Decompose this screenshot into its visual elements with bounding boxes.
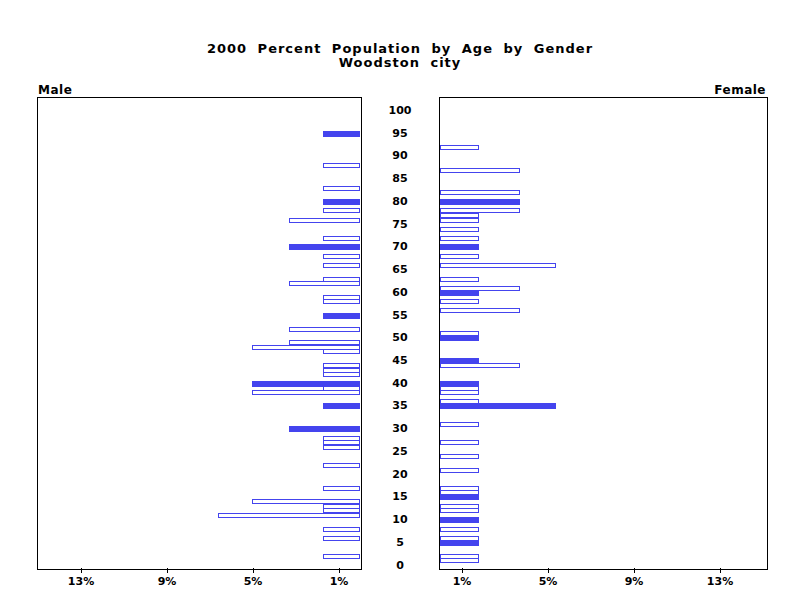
age-tick-label-55: 55: [360, 310, 440, 322]
male-xtick-5-label: 5%: [233, 575, 273, 588]
male-bar-age-11: [218, 513, 360, 518]
female-bar-age-63: [440, 277, 479, 282]
age-tick-label-0: 0: [360, 560, 440, 572]
male-bar-age-58: [323, 299, 360, 304]
male-bar-age-52: [289, 327, 360, 332]
female-bar-age-44: [440, 363, 520, 368]
female-bar-age-50: [440, 335, 479, 341]
age-tick-label-65: 65: [360, 264, 440, 276]
male-xtick-9-mark: [167, 568, 168, 573]
male-bar-age-83: [323, 186, 360, 191]
male-bar-age-66: [323, 263, 360, 268]
age-tick-label-95: 95: [360, 128, 440, 140]
male-bar-age-78: [323, 208, 360, 213]
male-bar-age-8: [323, 527, 360, 532]
male-bar-age-95: [323, 131, 360, 137]
male-bar-age-88: [323, 163, 360, 168]
female-bar-age-31: [440, 422, 479, 427]
female-xtick-13-label: 13%: [700, 575, 740, 588]
female-xtick-13-mark: [720, 568, 721, 573]
male-bar-age-26: [323, 445, 360, 450]
male-xtick-5-mark: [253, 568, 254, 573]
age-tick-label-30: 30: [360, 423, 440, 435]
female-bar-age-70: [440, 244, 479, 250]
male-bar-age-6: [323, 536, 360, 541]
female-bar-age-60: [440, 290, 479, 296]
male-xtick-1-label: 1%: [319, 575, 359, 588]
male-bar-age-2: [323, 554, 360, 559]
female-bar-age-92: [440, 145, 479, 150]
age-tick-label-80: 80: [360, 196, 440, 208]
male-panel-label: Male: [38, 83, 72, 97]
male-bar-age-68: [323, 254, 360, 259]
age-tick-label-50: 50: [360, 332, 440, 344]
female-bar-age-76: [440, 218, 479, 223]
female-panel-label: Female: [714, 83, 766, 97]
age-tick-label-35: 35: [360, 400, 440, 412]
female-bar-age-82: [440, 190, 520, 195]
female-xtick-1-label: 1%: [442, 575, 482, 588]
age-tick-label-5: 5: [360, 537, 440, 549]
age-tick-label-15: 15: [360, 491, 440, 503]
male-bar-age-22: [323, 463, 360, 468]
female-bar-age-68: [440, 254, 479, 259]
male-bar-age-80: [323, 199, 360, 205]
male-xtick-9-label: 9%: [147, 575, 187, 588]
female-xtick-9-mark: [634, 568, 635, 573]
male-bar-age-76: [289, 218, 360, 223]
age-tick-label-70: 70: [360, 241, 440, 253]
female-xtick-9-label: 9%: [614, 575, 654, 588]
age-tick-label-10: 10: [360, 514, 440, 526]
female-bar-age-56: [440, 308, 520, 313]
male-bar-age-47: [323, 349, 360, 354]
female-bar-age-10: [440, 517, 479, 523]
male-xtick-13-label: 13%: [61, 575, 101, 588]
female-bar-age-87: [440, 168, 520, 173]
age-tick-label-20: 20: [360, 469, 440, 481]
age-tick-label-40: 40: [360, 378, 440, 390]
age-tick-label-60: 60: [360, 287, 440, 299]
female-bar-age-58: [440, 299, 479, 304]
female-bar-age-35: [440, 403, 556, 409]
female-bar-age-5: [440, 540, 479, 546]
male-xtick-13-mark: [81, 568, 82, 573]
chart-subtitle: Woodston city: [0, 55, 800, 70]
male-bar-age-38: [252, 390, 360, 395]
female-xtick-5-label: 5%: [528, 575, 568, 588]
female-bar-age-72: [440, 236, 479, 241]
female-bar-age-15: [440, 494, 479, 500]
male-bar-age-70: [289, 244, 360, 250]
female-bar-age-80: [440, 199, 520, 205]
male-bar-age-55: [323, 313, 360, 319]
age-tick-label-75: 75: [360, 219, 440, 231]
age-tick-label-90: 90: [360, 150, 440, 162]
chart-title: 2000 Percent Population by Age by Gender: [0, 41, 800, 56]
male-bar-age-42: [323, 372, 360, 377]
female-bar-age-1: [440, 558, 479, 563]
female-bar-age-21: [440, 468, 479, 473]
male-bar-age-62: [289, 281, 360, 286]
male-xtick-1-mark: [339, 568, 340, 573]
female-xtick-1-mark: [462, 568, 463, 573]
age-tick-label-25: 25: [360, 446, 440, 458]
female-bar-age-74: [440, 227, 479, 232]
female-bar-age-24: [440, 454, 479, 459]
female-bar-age-66: [440, 263, 556, 268]
female-xtick-5-mark: [548, 568, 549, 573]
male-bar-age-35: [323, 403, 360, 409]
age-tick-label-100: 100: [360, 105, 440, 117]
female-bar-age-27: [440, 440, 479, 445]
female-bar-age-8: [440, 527, 479, 532]
male-bar-age-17: [323, 486, 360, 491]
female-bar-age-12: [440, 508, 479, 513]
age-tick-label-45: 45: [360, 355, 440, 367]
male-bar-age-72: [323, 236, 360, 241]
age-tick-label-85: 85: [360, 173, 440, 185]
female-bar-age-38: [440, 390, 479, 395]
male-bar-age-30: [289, 426, 360, 432]
